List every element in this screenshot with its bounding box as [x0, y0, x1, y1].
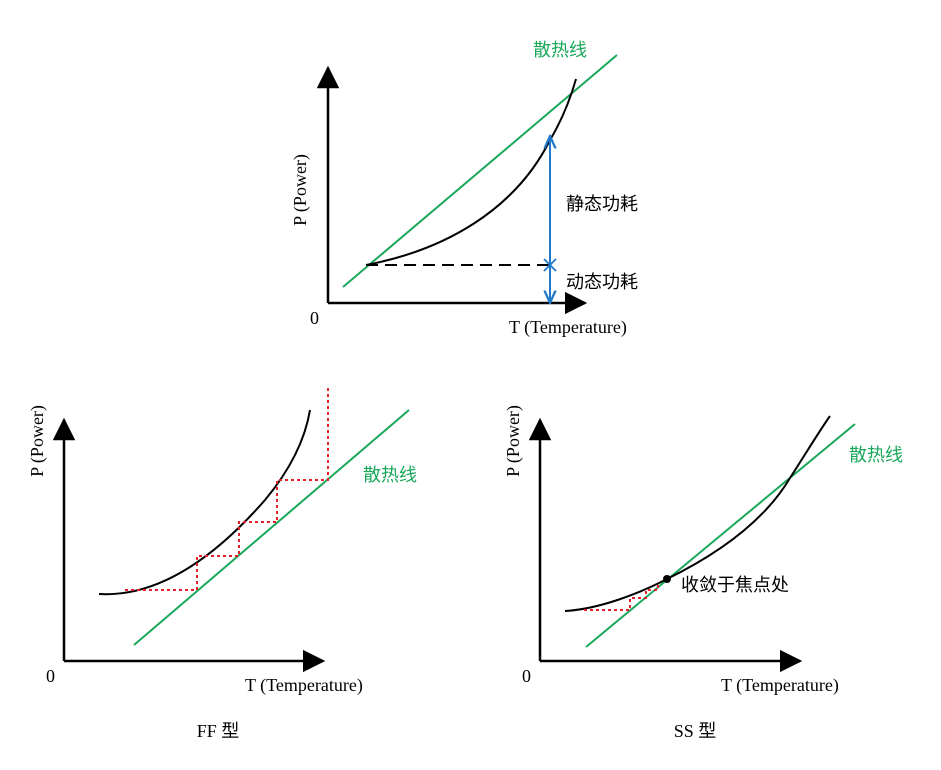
arrow-junction-mark [543, 258, 557, 272]
top-origin-label: 0 [310, 308, 319, 328]
top-panel: P (Power) T (Temperature) 0 散热线 静态功耗 动态功… [290, 40, 638, 338]
ff-iteration-steps [125, 388, 329, 591]
top-power-curve [365, 78, 577, 266]
ss-power-curve [564, 415, 831, 612]
ff-origin-label: 0 [46, 666, 55, 686]
top-heat-dissipation-line [342, 54, 618, 288]
ss-panel: P (Power) T (Temperature) 0 散热线 收敛于焦点处 S… [503, 405, 903, 741]
ss-y-axis-label: P (Power) [503, 405, 524, 477]
ff-y-axis-label: P (Power) [27, 405, 48, 477]
ss-origin-label: 0 [522, 666, 531, 686]
ff-caption: FF 型 [197, 721, 240, 741]
ff-x-axis-label: T (Temperature) [245, 675, 363, 696]
ss-x-axis-label: T (Temperature) [721, 675, 839, 696]
ff-heat-line-label: 散热线 [363, 465, 417, 486]
ss-heat-dissipation-line [585, 423, 856, 648]
ff-panel: P (Power) T (Temperature) 0 散热线 FF 型 [27, 388, 417, 741]
ss-caption: SS 型 [674, 721, 717, 741]
top-y-axis-label: P (Power) [290, 154, 311, 226]
top-x-axis-label: T (Temperature) [509, 317, 627, 338]
top-heat-line-label: 散热线 [533, 40, 587, 61]
ff-power-curve [98, 409, 311, 596]
ss-heat-line-label: 散热线 [849, 445, 903, 466]
ss-focus-label: 收敛于焦点处 [681, 575, 789, 596]
static-power-label: 静态功耗 [566, 194, 638, 215]
ff-heat-dissipation-line [133, 409, 410, 646]
dynamic-power-label: 动态功耗 [566, 272, 638, 293]
ss-focus-point [663, 575, 671, 583]
ss-iteration-steps [584, 582, 659, 611]
